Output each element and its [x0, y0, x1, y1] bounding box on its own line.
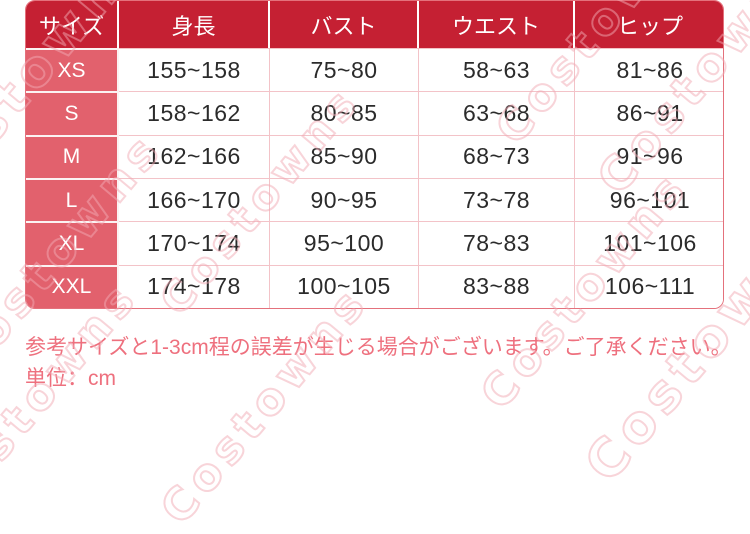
measurement-cell-hip: 106~111 [575, 264, 723, 308]
measurement-cell-height: 170~174 [119, 221, 270, 265]
measurement-cell-bust: 90~95 [270, 177, 419, 222]
measurement-cell-hip: 96~101 [575, 177, 723, 222]
measurement-cell-bust: 85~90 [270, 134, 419, 178]
measurement-cell-hip: 101~106 [575, 221, 723, 265]
size-label: XS [26, 48, 119, 92]
measurement-cell-waist: 58~63 [419, 48, 575, 92]
watermark-text: Costowns [150, 275, 380, 534]
watermark-text: Costowns [0, 270, 150, 530]
header-cell-size: サイズ [26, 1, 119, 48]
measurement-cell-bust: 95~100 [270, 221, 419, 265]
measurement-cell-waist: 78~83 [419, 221, 575, 265]
measurement-cell-hip: 91~96 [575, 134, 723, 178]
measurement-cell-waist: 73~78 [419, 177, 575, 222]
measurement-cell-height: 155~158 [119, 48, 270, 92]
measurement-cell-bust: 75~80 [270, 48, 419, 92]
size-label: XXL [26, 264, 119, 308]
note-tolerance: 参考サイズと1-3cm程の誤差が生じる場合がございます。ご了承ください。 [25, 336, 732, 359]
measurement-cell-waist: 83~88 [419, 264, 575, 308]
measurement-cell-height: 166~170 [119, 177, 270, 222]
measurement-cell-height: 174~178 [119, 264, 270, 308]
header-cell-height: 身長 [119, 1, 270, 48]
size-label: M [26, 134, 119, 178]
measurement-cell-bust: 100~105 [270, 264, 419, 308]
measurement-cell-height: 162~166 [119, 134, 270, 178]
measurement-cell-bust: 80~85 [270, 91, 419, 135]
header-cell-bust: バスト [270, 1, 419, 48]
header-cell-waist: ウエスト [419, 1, 575, 48]
size-table: サイズ 身長 バスト ウエスト ヒップ XS 155~158 75~80 58~63 81~86 S… [25, 0, 724, 309]
size-label: L [26, 177, 119, 222]
measurement-cell-height: 158~162 [119, 91, 270, 135]
size-label: S [26, 91, 119, 135]
footer-notes: 参考サイズと1-3cm程の誤差が生じる場合がございます。ご了承ください。 単位：… [25, 332, 732, 394]
note-unit: 単位：cm [25, 367, 116, 390]
measurement-cell-hip: 86~91 [575, 91, 723, 135]
header-cell-hip: ヒップ [575, 1, 723, 48]
size-label: XL [26, 221, 119, 265]
measurement-cell-waist: 68~73 [419, 134, 575, 178]
measurement-cell-waist: 63~68 [419, 91, 575, 135]
measurement-cell-hip: 81~86 [575, 48, 723, 92]
